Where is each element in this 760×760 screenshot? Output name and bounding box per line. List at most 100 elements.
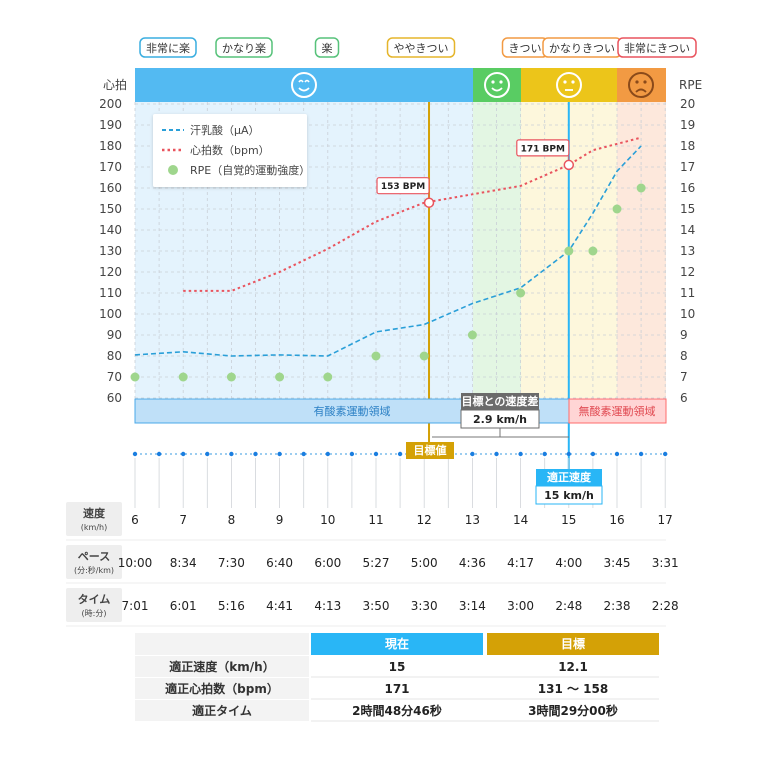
callout-box [376, 177, 430, 195]
pace-value: 4:17 [507, 556, 534, 570]
speed-value: 9 [276, 513, 284, 527]
speed-axis-dot [663, 451, 668, 457]
rpe-point [226, 372, 236, 382]
pace-value: 3:45 [604, 556, 631, 570]
left-tick-label: 170 [99, 160, 122, 174]
rpe-badge-frame [314, 37, 340, 58]
lactate-line [134, 145, 642, 357]
left-tick-label: 80 [107, 349, 122, 363]
rpe-point [371, 351, 381, 361]
pace-header-bg [66, 545, 122, 579]
time-header-label: タイム [78, 593, 111, 606]
summary-target-header-bg [487, 633, 659, 655]
smiling-face-icon [484, 72, 510, 98]
right-tick-label: 16 [680, 181, 695, 195]
optimal-speed-label: 適正速度 15 km/h [535, 469, 603, 505]
speed-axis-dot [349, 451, 355, 457]
summary-target-value: 131 〜 158 [538, 682, 608, 696]
frowning-face-icon [628, 72, 654, 98]
time-header-bg [66, 588, 122, 622]
speed-axis [132, 451, 668, 508]
rpe-point [130, 372, 140, 382]
speed-axis-dot [397, 451, 403, 457]
speed-axis-dot [590, 451, 596, 457]
rpe-badge-label: 非常にきつい [624, 42, 690, 55]
summary-header-blank [135, 633, 309, 655]
speed-difference-title: 目標との速度差 [462, 394, 539, 408]
rpe-point [419, 351, 429, 361]
rpe-badge-label: ややきつい [394, 42, 449, 55]
speed-difference-value: 2.9 km/h [473, 413, 527, 426]
summary-row-label-bg [135, 700, 309, 721]
pace-value: 4:36 [459, 556, 486, 570]
callout-box [516, 139, 570, 157]
time-header-unit: (時:分) [82, 609, 107, 618]
time-value: 3:30 [411, 599, 438, 613]
speed-axis-dot [542, 451, 547, 457]
speed-axis-dot [253, 451, 258, 457]
left-tick-label: 120 [99, 265, 122, 279]
right-tick-label: 19 [680, 118, 695, 132]
rpe-badge-label: きつい [509, 42, 542, 55]
pace-table: 速度 (km/h) 6 7 8 9 10 11 12 13 14 15 16 17 ペース (分:秒/km) 1… [66, 502, 679, 627]
time-value: 6:01 [170, 599, 197, 613]
speed-axis-dot [494, 451, 499, 457]
rpe-badge-label: かなりきつい [549, 42, 615, 55]
speed-value: 14 [513, 513, 528, 527]
right-tick-label: 14 [680, 223, 695, 237]
legend-rpe-label: RPE（自覚的運動強度） [190, 163, 310, 177]
right-tick-label: 10 [680, 307, 695, 321]
pace-header-label: ペース [78, 550, 110, 563]
speed-axis-dot [181, 451, 186, 457]
left-tick-label: 150 [99, 202, 122, 216]
rpe-badge-label: 楽 [322, 42, 333, 55]
optimal-speed-title: 適正速度 [547, 470, 592, 484]
speed-value: 7 [179, 513, 187, 527]
left-tick-label: 110 [99, 286, 122, 300]
speed-value: 15 [561, 513, 576, 527]
speed-axis-dot [229, 451, 234, 457]
speed-axis-dot [566, 451, 571, 457]
callout-label: 171 BPM [521, 144, 565, 154]
left-tick-label: 90 [107, 328, 122, 342]
optimal-speed-value: 15 km/h [544, 489, 594, 502]
summary-target-header: 目標 [561, 636, 585, 651]
speed-axis-dot [373, 451, 379, 457]
rpe-point [516, 288, 526, 298]
left-tick-label: 190 [99, 118, 122, 132]
pace-value: 10:00 [118, 556, 153, 570]
right-tick-label: 20 [680, 97, 695, 111]
speed-header-bg [66, 502, 122, 536]
left-tick-label: 100 [99, 307, 122, 321]
neutral-face-icon [556, 72, 582, 98]
right-tick-label: 7 [680, 370, 688, 384]
left-tick-label: 200 [99, 97, 122, 111]
time-value: 3:50 [363, 599, 390, 613]
rpe-badge-frame [617, 37, 697, 58]
rpe-badge-label: 非常に楽 [146, 42, 190, 55]
rpe-point [612, 204, 622, 214]
speed-header-unit: (km/h) [81, 523, 107, 532]
aerobic-zone-label: 有酸素運動領域 [314, 404, 391, 418]
rpe-badge-frame [139, 37, 197, 58]
speed-axis-dot [132, 451, 138, 457]
smiley-face-icon [291, 72, 317, 98]
speed-value: 12 [417, 513, 432, 527]
summary-current-header-bg [311, 633, 483, 655]
speed-value: 8 [228, 513, 236, 527]
face-header-bar [135, 68, 666, 102]
rpe-point [323, 372, 333, 382]
rpe-point [588, 246, 598, 256]
y-axis-ticks: 60 70 80 90 100 110 120 130 140 150 160 170 180 190 20… [99, 97, 695, 405]
zone-bars: 有酸素運動領域 無酸素運動領域 [134, 398, 667, 424]
summary-target-value: 12.1 [558, 660, 588, 674]
summary-row-label: 適正心拍数（bpm） [165, 681, 279, 696]
speed-value: 11 [368, 513, 383, 527]
left-tick-label: 60 [107, 391, 122, 405]
time-value: 4:13 [314, 599, 341, 613]
time-value: 5:16 [218, 599, 245, 613]
speed-axis-dot [301, 451, 306, 457]
legend: 汗乳酸（μA） 心拍数（bpm） RPE（自覚的運動強度） [153, 114, 310, 187]
right-tick-label: 12 [680, 265, 695, 279]
